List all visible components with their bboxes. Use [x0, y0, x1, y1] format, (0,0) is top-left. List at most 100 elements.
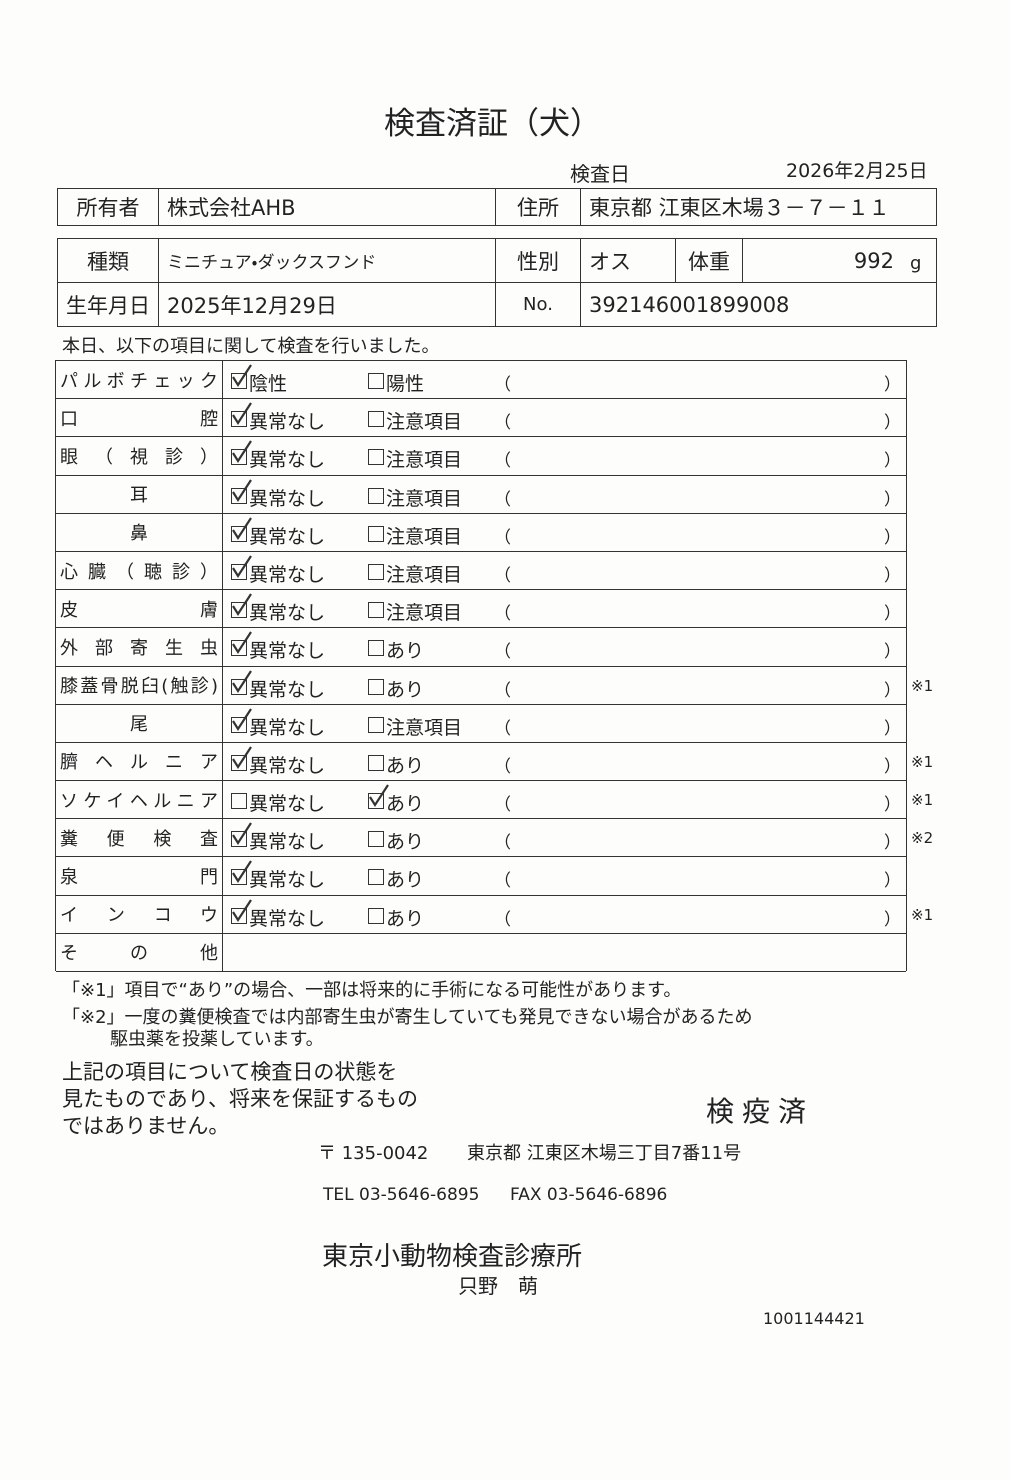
tel: TEL 03-5646-6895 [323, 1185, 480, 1205]
checkbox [368, 907, 384, 924]
paren-open: （ [494, 642, 511, 663]
clinic-address: 東京都 江東区木場三丁目7番11号 [467, 1143, 742, 1164]
check-mark [369, 784, 389, 808]
paren-close: ） [884, 451, 901, 472]
option-ng: あり [386, 793, 425, 816]
footnote: 「※2」一度の糞便検査では内部寄生虫が寄生していても発見できない場合があるため [62, 1007, 753, 1028]
paren-close: ） [884, 565, 901, 586]
birth-label: 生年月日 [58, 283, 159, 326]
check-mark [232, 478, 252, 502]
intro: 本日、以下の項目に関して検査を行いました。 [62, 336, 440, 357]
fax: FAX 03-5646-6896 [510, 1185, 668, 1205]
disclaimer: 上記の項目について検査日の状態を [62, 1060, 398, 1084]
checkbox [231, 525, 247, 542]
check-row: 臍ヘルニア 異常なし あり （ ） [56, 743, 906, 782]
check-mark [232, 899, 252, 922]
checkbox [231, 831, 247, 848]
disclaimer: 見たものであり、将来を保証するもの [62, 1087, 418, 1111]
paren-close: ） [884, 756, 901, 777]
check-item-text: 鼻 [130, 523, 148, 545]
check-item-text: パルボチェック [60, 370, 218, 392]
check-row: ソケイヘルニア 異常なし あり （ ） [56, 781, 906, 820]
checkbox [368, 640, 384, 657]
checkbox [368, 525, 384, 542]
paren-open: （ [494, 413, 511, 434]
check-item-text: ソケイヘルニア [60, 790, 218, 812]
paren-open: （ [494, 833, 511, 854]
paren-close: ） [884, 413, 901, 434]
document-id: 1001144421 [763, 1309, 865, 1328]
check-item: パルボチェック [60, 361, 218, 398]
check-item: ソケイヘルニア [60, 781, 218, 818]
check-item-text: 口腔 [60, 408, 218, 430]
check-item-text: 外部寄生虫 [60, 637, 218, 659]
owner-table: 所有者 株式会社AHB 住所 東京都 江東区木場３－７－１１ [57, 188, 937, 226]
birth: 2025年12月29日 [159, 283, 496, 326]
checkbox [231, 754, 247, 771]
checkbox [368, 563, 384, 580]
check-mark [232, 746, 252, 769]
paren-close: ） [884, 489, 901, 510]
checkbox [231, 487, 247, 504]
option-ng: 注意項目 [386, 487, 463, 510]
check-mark [232, 364, 252, 388]
paren-close: ） [884, 833, 901, 854]
check-item: 外部寄生虫 [60, 628, 218, 665]
option-ok: 異常なし [249, 678, 326, 701]
animal-table: 種類 ミニチュア・ダックスフンド 性別 オス 体重 992 g 生年月日 202… [57, 238, 937, 327]
checkbox [231, 869, 247, 886]
option-ok: 異常なし [249, 793, 326, 816]
check-mark [232, 440, 252, 464]
weight-unit: g [910, 253, 922, 274]
check-row: 膝蓋骨脱臼(触診) 異常なし あり （ ） [56, 667, 906, 705]
stamp: 検疫済 [706, 1095, 815, 1128]
check-mark [232, 860, 252, 884]
paren-open: （ [494, 909, 511, 930]
check-item: インコウ [60, 896, 218, 933]
kind-label: 種類 [58, 239, 159, 282]
paren-close: ） [884, 909, 901, 930]
check-row: 尾 異常なし 注意項目 （ ） [56, 705, 906, 743]
option-ok: 異常なし [249, 563, 326, 586]
check-item: 臍ヘルニア [60, 743, 218, 780]
checkbox [368, 487, 384, 504]
checkbox [231, 411, 247, 428]
checkbox [231, 563, 247, 580]
checkbox [231, 678, 247, 695]
note-mark: ※2 [911, 829, 934, 848]
paren-open: （ [494, 527, 511, 548]
check-item-text: 膝蓋骨脱臼(触診) [60, 676, 218, 698]
check-item-text: その他 [60, 943, 218, 965]
note-mark: ※1 [911, 905, 934, 924]
paren-open: （ [494, 680, 511, 701]
option-ng: あり [386, 678, 425, 701]
checkbox [368, 678, 384, 695]
check-row: 心臓（聴診） 異常なし 注意項目 （ ） [56, 552, 906, 591]
check-item-text: 臍ヘルニア [60, 752, 218, 774]
option-ng: あり [386, 640, 425, 663]
check-mark [232, 402, 252, 426]
disclaimer: ではありません。 [62, 1114, 230, 1138]
option-ok: 陰性 [249, 373, 288, 395]
checkbox [231, 716, 247, 733]
title: 検査済証（犬） [384, 106, 601, 142]
paren-open: （ [494, 756, 511, 777]
check-row: その他 [56, 934, 906, 972]
paren-close: ） [884, 527, 901, 548]
checkbox [231, 373, 247, 389]
paren-open: （ [494, 871, 511, 892]
paren-close: ） [884, 375, 901, 395]
address: 東京都 江東区木場３－７－１１ [589, 196, 890, 220]
check-mark [232, 708, 252, 731]
checkbox [231, 449, 247, 466]
owner-label: 所有者 [58, 189, 159, 225]
option-ok: 異常なし [249, 869, 326, 892]
option-ok: 異常なし [249, 831, 326, 854]
option-ng: 注意項目 [386, 716, 463, 739]
option-ng: あり [386, 754, 425, 777]
paren-close: ） [884, 871, 901, 892]
check-item-text: 糞便検査 [60, 828, 218, 850]
check-row: 糞便検査 異常なし あり （ ） [56, 819, 906, 858]
sex-label: 性別 [496, 239, 581, 282]
